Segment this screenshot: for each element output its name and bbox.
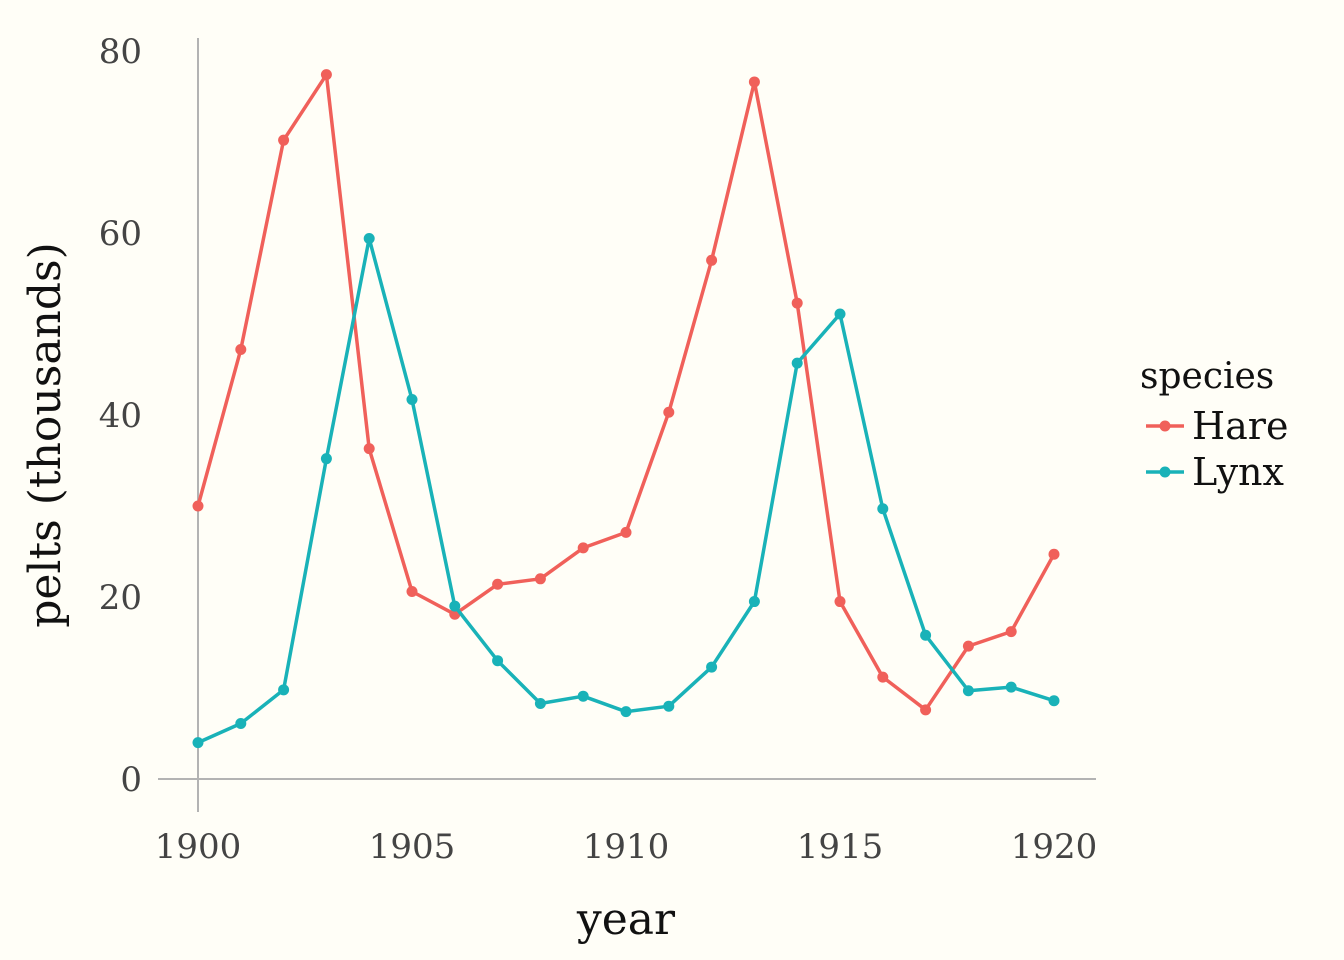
- x-tick-label: 1900: [155, 827, 242, 867]
- data-point-hare: [235, 343, 247, 355]
- data-point-hare: [1005, 626, 1017, 638]
- legend-title: species: [1140, 356, 1274, 397]
- y-axis-ticks: 0 20 40 60 80: [99, 32, 142, 800]
- series-lynx: [192, 232, 1060, 749]
- x-tick-label: 1915: [797, 827, 884, 867]
- legend-label: Hare: [1192, 404, 1288, 448]
- data-point-lynx: [748, 596, 760, 608]
- series-layer: [192, 69, 1060, 749]
- legend-item-hare: Hare: [1146, 404, 1288, 448]
- data-point-lynx: [320, 453, 332, 465]
- series-line-hare: [196, 72, 1056, 712]
- legend-label: Lynx: [1192, 450, 1284, 494]
- y-tick-label: 80: [99, 32, 142, 72]
- data-point-hare: [748, 76, 760, 88]
- data-point-hare: [492, 578, 504, 590]
- data-point-hare: [706, 254, 718, 266]
- legend-key-point: [1159, 420, 1171, 432]
- data-point-hare: [663, 406, 675, 418]
- data-point-hare: [192, 500, 204, 512]
- data-point-hare: [320, 69, 332, 81]
- data-point-lynx: [1048, 695, 1060, 707]
- y-tick-label: 40: [99, 396, 142, 436]
- data-point-lynx: [577, 690, 589, 702]
- series-line-lynx: [197, 236, 1055, 745]
- y-axis-title: pelts (thousands): [20, 242, 71, 628]
- data-point-hare: [791, 297, 803, 309]
- data-point-lynx: [363, 232, 375, 244]
- data-point-lynx: [663, 700, 675, 712]
- data-point-hare: [1048, 548, 1060, 560]
- data-point-lynx: [278, 684, 290, 696]
- data-point-lynx: [920, 629, 932, 641]
- x-tick-label: 1920: [1011, 827, 1098, 867]
- data-point-lynx: [492, 655, 504, 667]
- data-point-lynx: [877, 503, 889, 515]
- data-point-hare: [577, 542, 589, 554]
- legend-key-point: [1159, 466, 1171, 478]
- data-point-hare: [406, 586, 418, 598]
- data-point-hare: [620, 526, 632, 538]
- data-point-hare: [834, 596, 846, 608]
- legend-item-lynx: Lynx: [1146, 450, 1284, 494]
- data-point-lynx: [962, 685, 974, 697]
- data-point-lynx: [791, 357, 803, 369]
- data-point-lynx: [534, 697, 546, 709]
- x-tick-label: 1905: [369, 827, 456, 867]
- data-point-lynx: [620, 706, 632, 718]
- data-point-lynx: [706, 661, 718, 673]
- y-tick-label: 20: [99, 578, 142, 618]
- data-point-hare: [877, 671, 889, 683]
- x-tick-label: 1910: [583, 827, 670, 867]
- data-point-lynx: [449, 600, 461, 612]
- data-point-hare: [920, 704, 932, 716]
- data-point-lynx: [406, 394, 418, 406]
- data-point-hare: [962, 640, 974, 652]
- x-axis-title: year: [576, 894, 676, 945]
- data-point-lynx: [235, 717, 247, 729]
- y-tick-label: 60: [99, 214, 142, 254]
- data-point-hare: [363, 443, 375, 455]
- axes: [158, 38, 1096, 812]
- data-point-lynx: [1005, 681, 1017, 693]
- data-point-hare: [534, 573, 546, 585]
- data-point-lynx: [192, 737, 204, 749]
- y-tick-label: 0: [120, 760, 142, 800]
- x-axis-ticks: 1900 1905 1910 1915 1920: [155, 827, 1098, 867]
- data-point-hare: [278, 134, 290, 146]
- series-hare: [192, 69, 1060, 716]
- data-point-lynx: [834, 308, 846, 320]
